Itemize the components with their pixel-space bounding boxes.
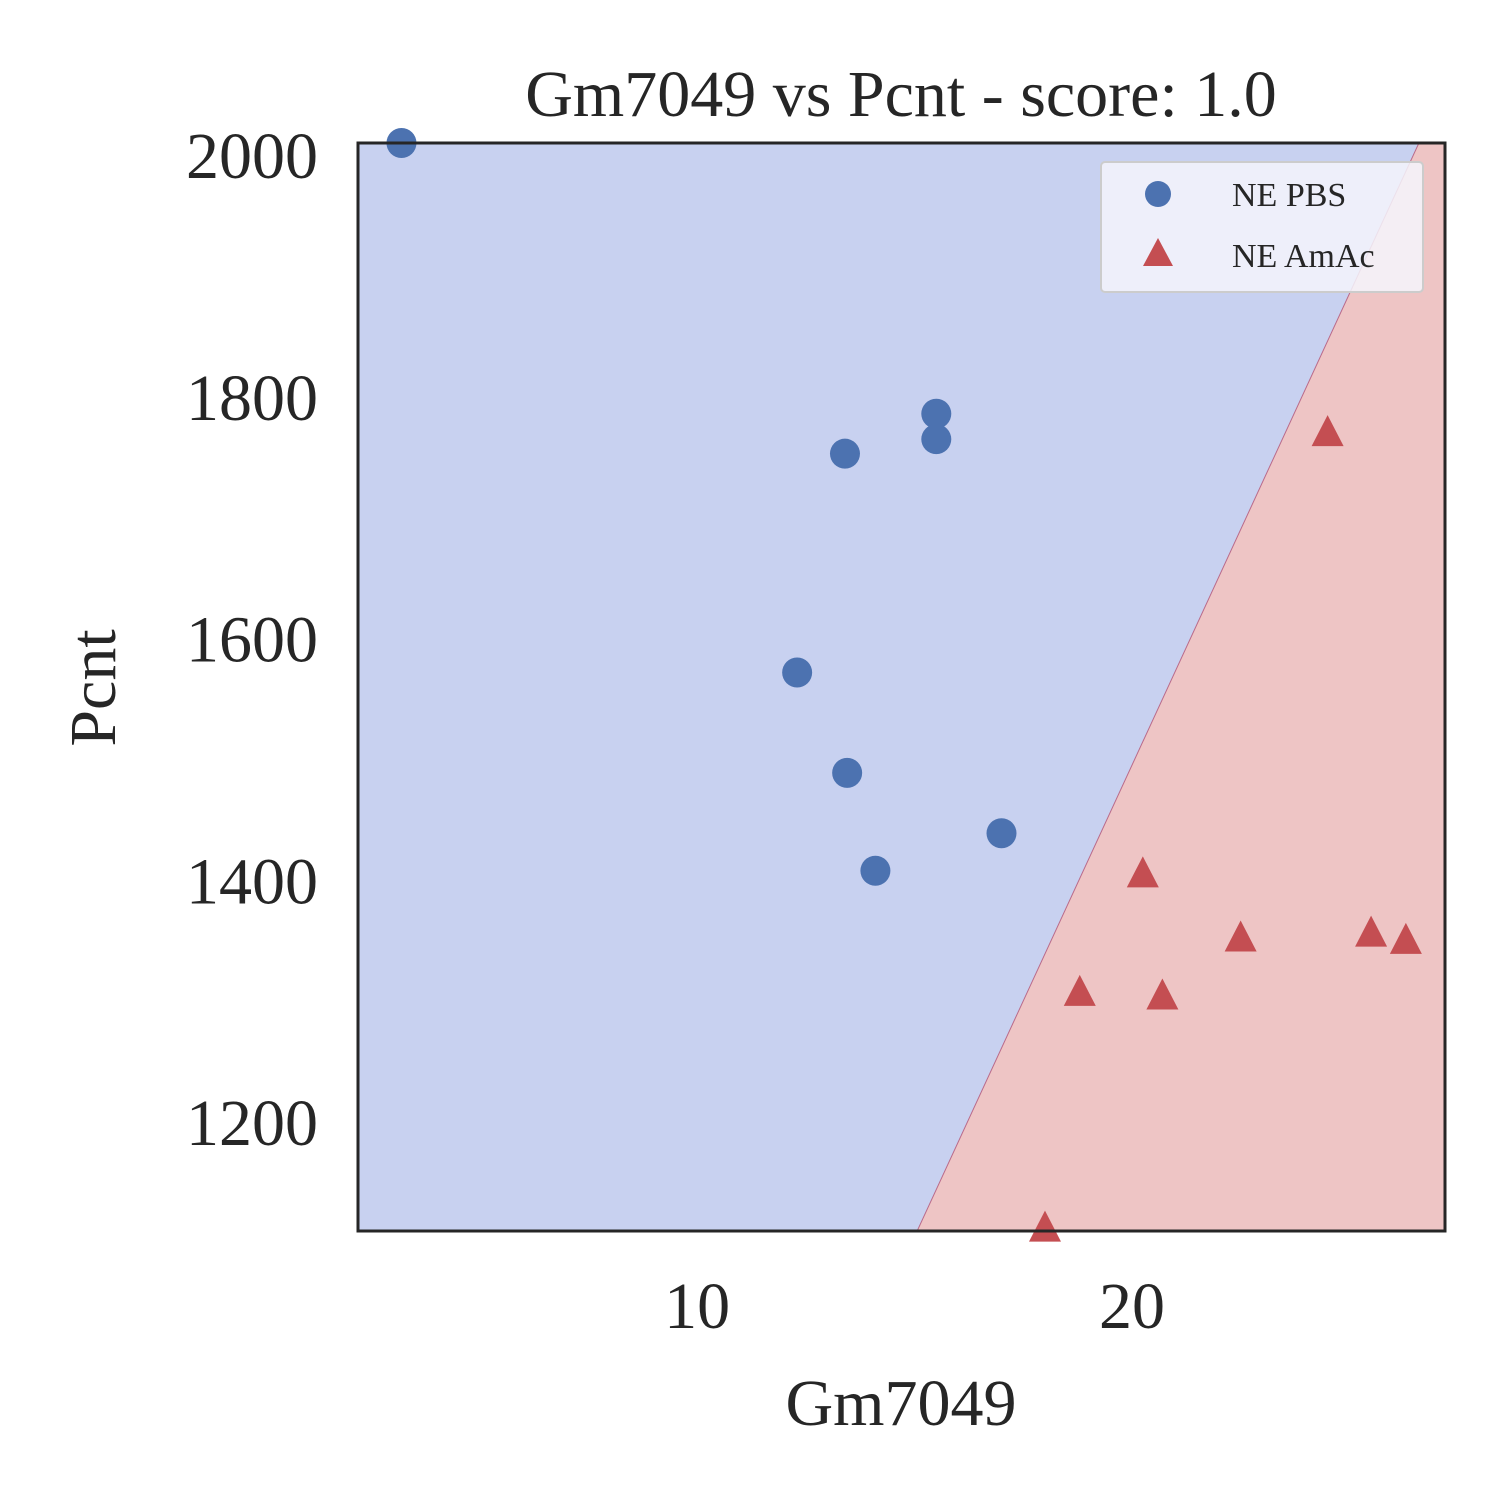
y-tick-label: 1400 [186, 845, 318, 918]
legend-marker-ne-pbs [1145, 181, 1171, 207]
data-point-ne-amac [1126, 856, 1159, 888]
region-ne-pbs [358, 143, 1419, 1231]
decision-boundary-line [916, 143, 1420, 1231]
data-point-ne-amac [1224, 920, 1257, 952]
legend: NE PBS NE AmAc [1100, 161, 1424, 293]
y-tick-label: 1600 [186, 604, 318, 677]
legend-marker-ne-amac [1143, 238, 1173, 266]
legend-label-ne-amac: NE AmAc [1232, 238, 1375, 275]
data-point-ne-amac [1028, 1210, 1061, 1242]
legend-box [1100, 161, 1424, 293]
x-tick-label: 10 [664, 1270, 730, 1343]
data-point-ne-pbs [921, 398, 952, 429]
y-tick-label: 1200 [186, 1087, 318, 1160]
y-axis-label: Pcnt [57, 629, 130, 746]
y-tick-label: 2000 [186, 120, 318, 193]
data-point-ne-pbs [832, 757, 863, 788]
data-point-ne-pbs [921, 424, 952, 455]
legend-label-ne-pbs: NE PBS [1232, 177, 1346, 214]
data-point-ne-pbs [860, 855, 891, 886]
plot-frame [356, 141, 1447, 1233]
data-point-ne-amac [1311, 415, 1344, 447]
data-point-ne-amac [1063, 974, 1096, 1006]
x-tick-label: 20 [1099, 1270, 1165, 1343]
data-point-ne-pbs [782, 657, 813, 688]
data-point-ne-amac [1389, 922, 1422, 954]
data-point-ne-pbs [829, 438, 860, 469]
y-tick-label: 1800 [186, 362, 318, 435]
data-point-ne-amac [1146, 978, 1179, 1010]
data-point-ne-pbs [986, 818, 1017, 849]
x-axis-label: Gm7049 [786, 1367, 1017, 1440]
region-ne-amac [917, 143, 1445, 1231]
data-point-ne-amac [1355, 915, 1388, 947]
chart-title: Gm7049 vs Pcnt - score: 1.0 [525, 58, 1277, 131]
